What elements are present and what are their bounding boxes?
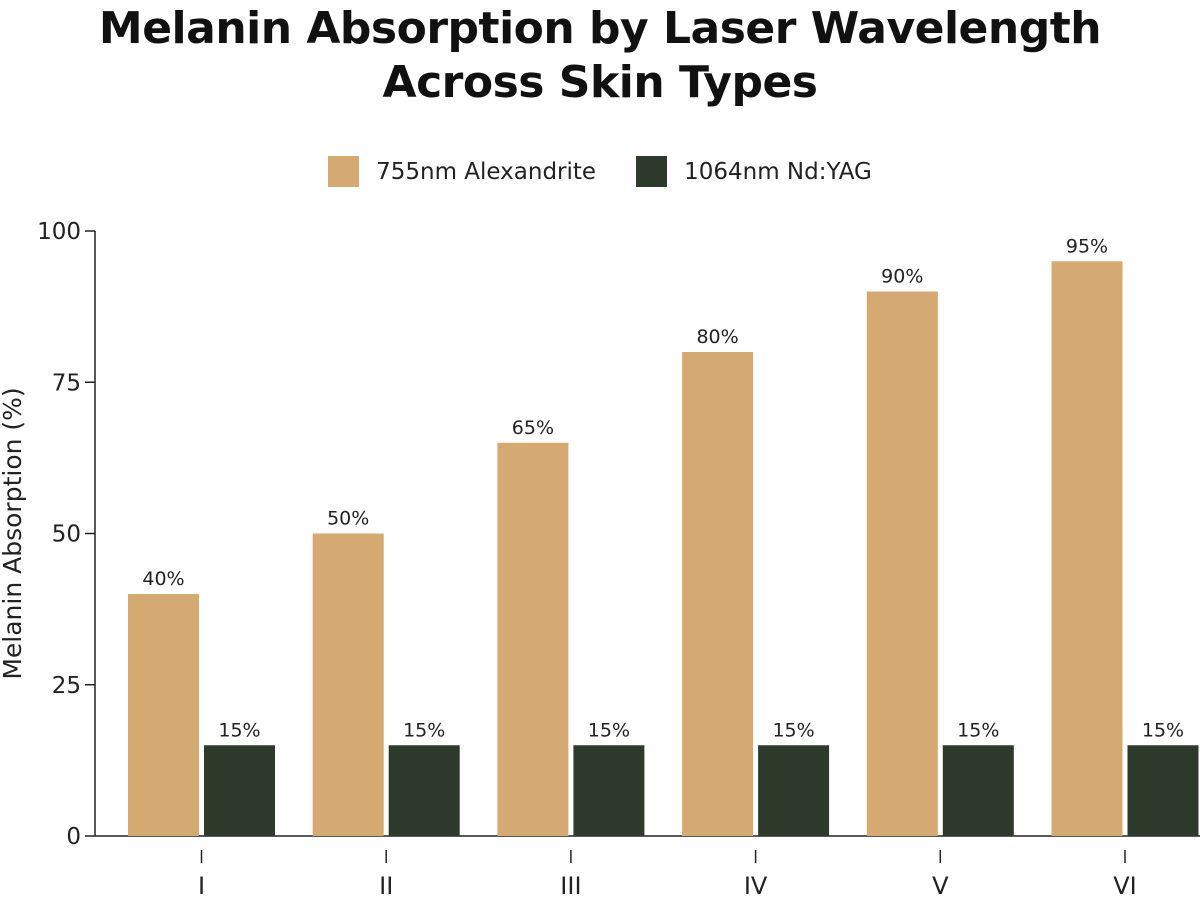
data-label-alexandrite-IV: 80% [696,326,738,348]
legend-item-alexandrite: 755nm Alexandrite [328,156,596,187]
bar-ndyag-IV [758,745,830,836]
bar-ndyag-III [573,745,645,836]
bar-alexandrite-IV [682,352,754,836]
x-tick-label-II: II [379,872,393,900]
bar-alexandrite-III [497,442,569,836]
y-axis-title: Melanin Absorption (%) [0,387,27,679]
data-label-ndyag-III: 15% [588,719,630,741]
data-label-ndyag-VI: 15% [1142,719,1184,741]
data-label-alexandrite-VI: 95% [1066,235,1108,257]
bar-ndyag-I [204,745,275,836]
legend-swatch-alexandrite [328,156,360,187]
data-label-ndyag-IV: 15% [772,719,814,741]
x-tick-label-IV: IV [744,872,768,900]
data-label-alexandrite-I: 40% [142,568,184,590]
legend: 755nm Alexandrite 1064nm Nd:YAG [0,156,1200,187]
legend-item-ndyag: 1064nm Nd:YAG [636,156,872,187]
x-tick-label-VI: VI [1113,872,1137,900]
bar-ndyag-V [942,745,1014,836]
x-tick-label-I: I [198,872,205,900]
data-label-alexandrite-II: 50% [327,508,369,530]
y-tick-label-0: 0 [66,824,81,850]
y-tick-label-50: 50 [52,522,81,548]
data-label-ndyag-I: 15% [218,719,260,741]
data-label-ndyag-V: 15% [957,719,999,741]
legend-label-ndyag: 1064nm Nd:YAG [684,158,872,185]
data-label-ndyag-II: 15% [403,719,445,741]
legend-swatch-ndyag [636,156,668,187]
bar-alexandrite-I [128,594,199,836]
bar-alexandrite-II [312,533,384,836]
chart-title: Melanin Absorption by Laser Wavelength A… [0,2,1200,110]
legend-label-alexandrite: 755nm Alexandrite [376,158,597,185]
y-tick-label-75: 75 [52,370,81,396]
y-tick-label-25: 25 [52,673,81,699]
x-tick-label-III: III [560,872,581,900]
chart-title-line-2: Across Skin Types [382,57,818,108]
x-tick-label-V: V [932,872,949,900]
data-label-alexandrite-III: 65% [512,417,554,439]
chart-title-line-1: Melanin Absorption by Laser Wavelength [98,3,1102,54]
bar-alexandrite-V [866,291,938,836]
bar-ndyag-VI [1127,745,1199,836]
data-label-alexandrite-V: 90% [881,266,923,288]
bar-ndyag-II [388,745,460,836]
bar-alexandrite-VI [1051,261,1123,836]
y-tick-label-100: 100 [37,219,81,245]
